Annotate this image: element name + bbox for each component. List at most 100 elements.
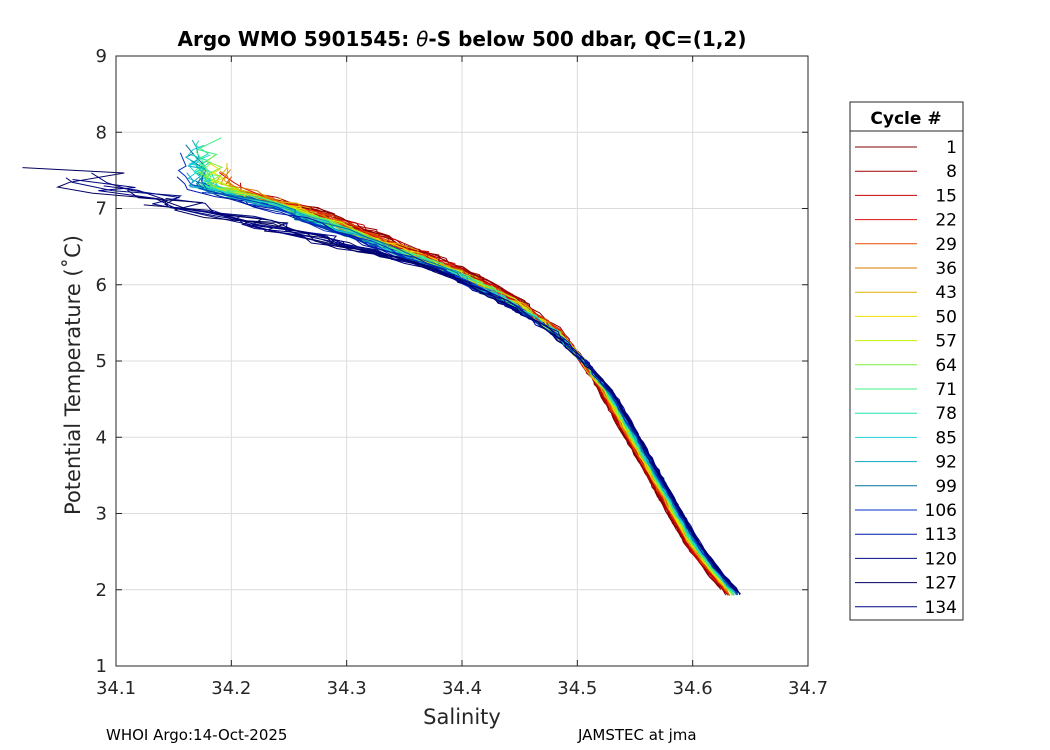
series-line-43 [220,186,728,592]
series-line-22 [349,227,724,589]
series-line-120 [65,177,732,587]
series-line-113 [215,194,733,587]
series-line-29 [318,216,727,592]
series-line-106 [201,192,730,587]
y-tick-label: 5 [96,351,107,372]
ticks: 34.1 34.2 34.3 34.4 34.5 34.6 34.7 1 2 3 4 5 6 7 8 9 [96,46,828,699]
grid [116,56,808,666]
y-tick-label: 6 [96,275,107,296]
legend-label-85: 85 [935,428,957,448]
series-line-85 [200,179,734,592]
x-tick-label: 34.1 [96,678,136,699]
series-line-64 [205,154,727,587]
series-line-15 [345,223,726,593]
x-axis-label: Salinity [423,705,501,729]
series-line-22 [289,205,731,596]
series-line-8 [340,225,726,594]
legend-label-127: 127 [925,574,957,594]
y-tick-label: 4 [96,427,107,448]
chart-title: Argo WMO 5901545: θ-S below 500 dbar, QC… [178,27,747,51]
series-line-57 [199,174,727,589]
x-tick-label: 34.3 [327,678,367,699]
legend-label-120: 120 [925,549,957,569]
legend-label-1: 1 [946,138,957,158]
series-line-120 [91,172,735,588]
series-line-36 [226,180,730,596]
legend-box [849,101,964,621]
legend-label-106: 106 [925,501,957,521]
y-tick-label: 2 [96,580,107,601]
footer-right: JAMSTEC at jma [578,726,697,744]
y-axis-label: Potential Temperature (˚C) [61,235,85,515]
series-line-15 [288,205,724,589]
series-line-1 [400,243,719,587]
series-line-29 [224,176,721,585]
series-line-92 [186,172,732,590]
x-tick-label: 34.2 [211,678,251,699]
y-tick-label: 3 [96,504,107,525]
footer-left: WHOI Argo:14-Oct-2025 [106,726,288,744]
series-line-134 [209,208,739,593]
legend-label-78: 78 [935,404,957,424]
y-tick-label: 9 [96,46,107,67]
legend-title: Cycle # [870,109,941,129]
series-line-1 [286,203,727,596]
series-line-127 [22,167,731,586]
legend-label-36: 36 [935,259,957,279]
series-line-134 [103,185,741,595]
series-line-15 [251,195,729,595]
series-line-50 [272,204,732,594]
series-line-8 [240,182,728,596]
legend-label-134: 134 [925,598,957,618]
legend-label-99: 99 [935,477,957,497]
series-line-134 [72,179,741,596]
series-line-36 [279,200,729,597]
legend-label-15: 15 [935,186,957,206]
y-tick-label: 7 [96,199,107,220]
legend: Cycle # 1 8 15 22 29 36 43 50 57 64 71 78 85 92 99 106 1… [849,101,964,621]
legend-label-113: 113 [925,525,957,545]
x-tick-label: 34.6 [673,678,713,699]
series-line-99 [200,174,731,589]
series-line-1 [301,206,722,590]
series-line-113 [252,205,739,596]
series-line-8 [294,205,721,586]
series-line-92 [203,182,735,596]
series-line-127 [127,189,737,592]
series-line-15 [321,213,722,587]
series-line-106 [199,187,731,587]
series-line-50 [291,208,724,586]
legend-label-29: 29 [935,235,957,255]
series-line-50 [233,191,726,589]
series-line-134 [245,222,734,588]
series-line-92 [197,184,737,593]
legend-label-57: 57 [935,332,957,352]
series-line-29 [282,202,727,591]
plot-series [22,137,741,597]
series-line-22 [318,212,721,586]
x-tick-label: 34.7 [788,678,828,699]
legend-label-64: 64 [935,356,957,376]
series-line-113 [176,176,735,589]
y-tick-label: 8 [96,122,107,143]
legend-label-92: 92 [935,453,957,473]
series-line-127 [233,214,740,593]
series-line-64 [199,184,729,591]
legend-label-71: 71 [935,380,957,400]
series-line-85 [187,154,728,585]
series-line-1 [325,215,726,594]
legend-label-43: 43 [935,283,957,303]
series-line-99 [184,152,731,588]
series-line-113 [237,199,739,595]
legend-label-8: 8 [946,162,957,182]
series-line-64 [213,186,734,596]
series-line-106 [196,172,736,593]
legend-label-22: 22 [935,211,957,231]
y-tick-label: 1 [96,656,107,677]
series-line-120 [165,197,733,588]
series-line-57 [214,179,733,596]
x-tick-label: 34.4 [442,678,482,699]
series-line-71 [195,151,735,595]
series-line-8 [260,193,721,588]
series-line-99 [195,180,738,595]
